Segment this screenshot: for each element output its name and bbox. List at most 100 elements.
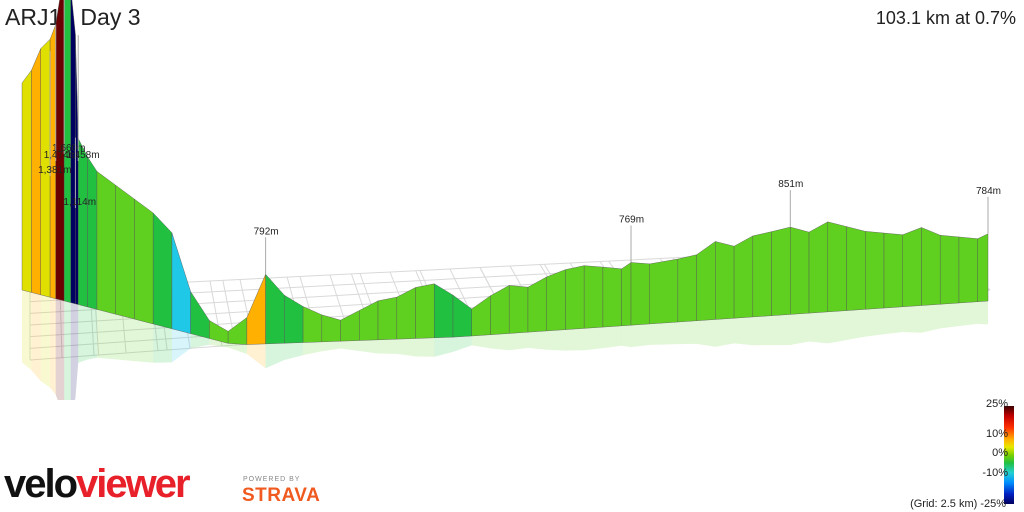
elevation-reflection bbox=[115, 314, 135, 362]
elevation-reflection bbox=[55, 298, 65, 400]
elevation-reflection bbox=[284, 342, 304, 361]
strava-logo[interactable]: STRAVA bbox=[242, 485, 321, 506]
elevation-segment bbox=[265, 273, 285, 345]
elevation-wall bbox=[21, 0, 989, 400]
elevation-reflection bbox=[265, 343, 285, 369]
elevation-segment bbox=[771, 226, 791, 316]
elevation-segment bbox=[49, 24, 56, 299]
elevation-segment bbox=[902, 227, 922, 307]
elevation-segment bbox=[602, 266, 622, 328]
elevation-segment bbox=[377, 296, 397, 341]
elevation-reflection bbox=[96, 309, 116, 360]
elevation-reflection bbox=[134, 319, 154, 363]
elevation-reflection bbox=[471, 334, 491, 349]
elevation-reflection bbox=[340, 340, 360, 352]
elevation-reflection bbox=[396, 338, 416, 357]
scale-tick-10: 10% bbox=[985, 428, 1008, 440]
elevation-reflection bbox=[171, 328, 191, 363]
elevation-segment bbox=[134, 198, 154, 325]
elevation-reflection bbox=[321, 341, 341, 352]
elevation-reflection bbox=[631, 323, 650, 348]
elevation-reflection bbox=[153, 323, 172, 363]
elevation-segment bbox=[846, 226, 866, 311]
elevation-reflection bbox=[827, 310, 847, 344]
elevation-segment bbox=[78, 138, 88, 308]
elevation-segment bbox=[190, 290, 210, 339]
elevation-reflection bbox=[70, 302, 76, 400]
elevation-reflection bbox=[246, 343, 266, 369]
elevation-reflection bbox=[771, 314, 791, 346]
elevation-reflection bbox=[621, 325, 632, 348]
elevation-segment bbox=[649, 258, 679, 325]
elevation-reflection bbox=[846, 309, 866, 340]
elevation-segment bbox=[87, 156, 98, 310]
elevation-segment bbox=[152, 212, 173, 330]
powered-by-label: POWERED BY bbox=[243, 476, 301, 483]
elevation-segment bbox=[434, 283, 454, 339]
elevation-reflection bbox=[209, 338, 229, 348]
elevation-reflection bbox=[452, 335, 472, 352]
elevation-segment bbox=[958, 236, 978, 304]
gradient-scale: 25% 10% 0% -10% bbox=[954, 398, 1024, 510]
elevation-segment bbox=[752, 231, 772, 318]
elevation-segment bbox=[284, 294, 304, 344]
elevation-reflection bbox=[87, 306, 97, 360]
scale-tick-minus10: -10% bbox=[982, 467, 1008, 479]
elevation-reflection bbox=[546, 329, 566, 351]
elevation-reflection bbox=[303, 341, 322, 356]
elevation-reflection bbox=[752, 315, 772, 346]
elevation-segment bbox=[630, 262, 650, 326]
elevation-segment bbox=[883, 232, 903, 309]
elevation-segment bbox=[171, 232, 191, 334]
elevation-segment bbox=[808, 221, 828, 314]
elevation-segment bbox=[509, 285, 529, 334]
elevation-reflection bbox=[977, 301, 988, 325]
elevation-label: 1,474m bbox=[44, 150, 77, 161]
elevation-segment bbox=[827, 221, 847, 313]
elevation-segment bbox=[565, 265, 585, 330]
elevation-segment bbox=[583, 265, 604, 329]
elevation-segment bbox=[246, 274, 266, 345]
elevation-reflection bbox=[790, 313, 810, 345]
elevation-segment bbox=[921, 227, 941, 306]
elevation-segment bbox=[359, 300, 379, 341]
scale-tick-minus25: -25% bbox=[980, 498, 1006, 510]
elevation-segment bbox=[940, 235, 960, 305]
elevation-segment bbox=[790, 226, 810, 315]
scale-tick-25: 25% bbox=[985, 398, 1008, 410]
elevation-segment bbox=[527, 276, 547, 333]
elevation-reflection bbox=[715, 318, 735, 347]
elevation-reflection bbox=[415, 337, 435, 357]
elevation-segment bbox=[546, 269, 566, 332]
veloviewer-logo[interactable]: veloviewer bbox=[4, 462, 191, 506]
elevation-label: 851m bbox=[778, 179, 803, 190]
elevation-segment bbox=[415, 283, 435, 339]
distance-summary: 103.1 km at 0.7% bbox=[875, 8, 1016, 28]
elevation-segment bbox=[115, 184, 135, 320]
elevation-label: 784m bbox=[976, 186, 1001, 197]
elevation-segment bbox=[96, 171, 116, 315]
elevation-reflection bbox=[228, 343, 247, 355]
elevation-reflection bbox=[78, 304, 88, 363]
elevation-segment bbox=[977, 233, 989, 302]
elevation-reflection bbox=[809, 311, 828, 344]
elevation-reflection bbox=[509, 332, 528, 351]
elevation-reflection bbox=[734, 316, 753, 346]
elevation-reflection bbox=[378, 339, 397, 354]
elevation-segment bbox=[321, 314, 341, 343]
logo-viewer: viewer bbox=[76, 462, 191, 506]
scale-tick-0: 0% bbox=[992, 447, 1008, 459]
grid-size-label: (Grid: 2.5 km) bbox=[910, 498, 978, 510]
elevation-reflection bbox=[359, 339, 379, 354]
elevation-reflection bbox=[696, 319, 716, 347]
elevation-reflection bbox=[565, 328, 585, 351]
elevation-reflection bbox=[50, 297, 56, 395]
elevation-reflection bbox=[883, 306, 903, 335]
elevation-segment bbox=[715, 241, 735, 320]
grid-note: (Grid: 2.5 km) -25% bbox=[910, 498, 1006, 510]
gradient-color-bar bbox=[1004, 406, 1014, 504]
elevation-segment bbox=[621, 262, 632, 327]
elevation-segment bbox=[677, 254, 697, 323]
